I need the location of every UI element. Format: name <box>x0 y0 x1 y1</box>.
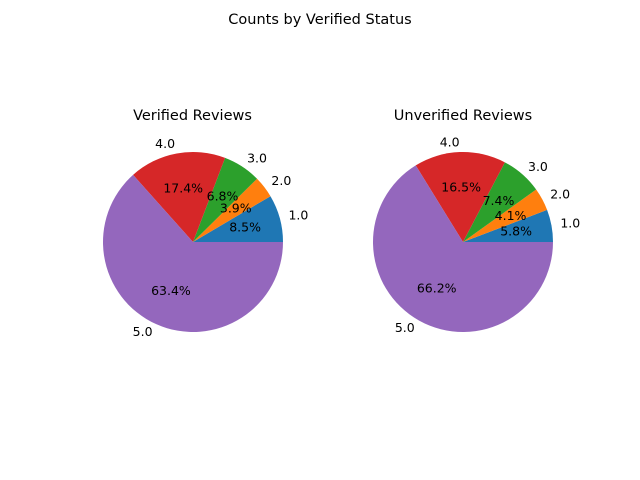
pie-label-unverified-1: 1.0 <box>560 216 580 231</box>
pie-label-verified-4: 4.0 <box>155 136 175 151</box>
pie-slices-verified <box>103 152 284 333</box>
pie-label-unverified-4: 4.0 <box>440 135 460 150</box>
pie-title-verified: Verified Reviews <box>133 108 252 124</box>
pie-label-unverified-2: 2.0 <box>550 187 570 202</box>
pie-label-verified-3: 3.0 <box>247 151 267 166</box>
pie-slice-verified-4 <box>133 152 226 242</box>
pie-percent-unverified-5: 66.2% <box>417 281 457 296</box>
pie-chart-verified: Verified Reviews 1.0 8.5% 2.0 3.9% 3.0 6.8% 4.… <box>103 108 308 339</box>
pie-title-unverified: Unverified Reviews <box>394 108 532 124</box>
pie-percent-verified-4: 17.4% <box>163 180 203 195</box>
pie-slice-unverified-2 <box>463 189 548 242</box>
pie-percent-unverified-1: 5.8% <box>500 224 532 239</box>
pie-labels-unverified: 1.0 5.8% 2.0 4.1% 3.0 7.4% 4.0 16.5% 5.0 66.2% <box>395 135 580 335</box>
pie-percent-verified-3: 6.8% <box>207 188 239 203</box>
pie-label-verified-2: 2.0 <box>271 173 291 188</box>
pie-percent-verified-5: 63.4% <box>151 283 191 298</box>
pie-slice-verified-1 <box>193 196 283 242</box>
pie-percent-unverified-4: 16.5% <box>441 180 481 195</box>
pie-labels-verified: 1.0 8.5% 2.0 3.9% 3.0 6.8% 4.0 17.4% 5.0 63.4% <box>133 136 309 339</box>
pie-slice-verified-5 <box>103 174 284 333</box>
pie-chart-unverified: Unverified Reviews 1.0 5.8% 2.0 4.1% 3.0 7.4%… <box>373 108 580 335</box>
pie-slice-unverified-5 <box>373 165 553 332</box>
pie-label-unverified-5: 5.0 <box>395 320 415 335</box>
figure-title: Counts by Verified Status <box>228 12 411 28</box>
pie-slice-unverified-3 <box>463 162 537 242</box>
pie-slice-unverified-4 <box>415 152 505 242</box>
pie-label-verified-5: 5.0 <box>133 324 153 339</box>
pie-slice-verified-2 <box>193 178 271 242</box>
pie-percent-unverified-2: 4.1% <box>495 208 527 223</box>
pie-percent-unverified-3: 7.4% <box>483 193 515 208</box>
pie-label-unverified-3: 3.0 <box>528 159 548 174</box>
pie-slice-verified-3 <box>193 157 258 242</box>
pie-slices-unverified <box>373 152 553 332</box>
pie-percent-verified-1: 8.5% <box>229 219 261 234</box>
pie-slice-unverified-1 <box>463 209 553 242</box>
pie-label-verified-1: 1.0 <box>288 207 308 222</box>
pie-percent-verified-2: 3.9% <box>220 201 252 216</box>
